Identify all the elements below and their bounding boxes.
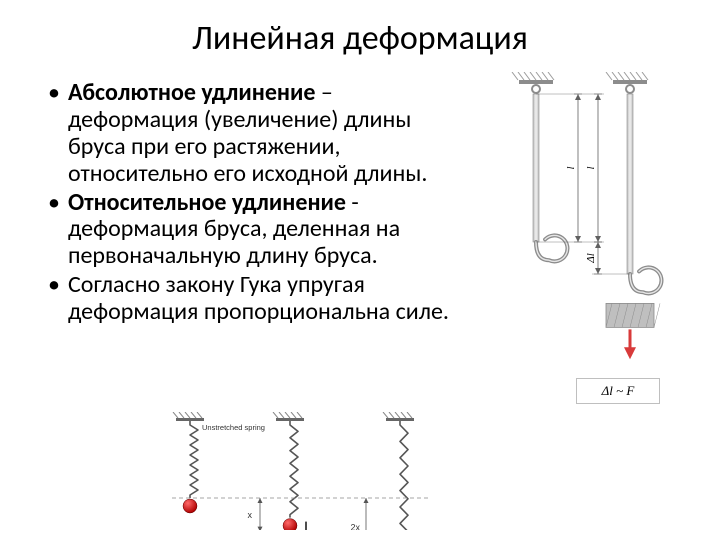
body-text: Абсолютное удлинение – деформация (увели…	[48, 80, 468, 328]
rods-svg: l l Δl	[490, 72, 690, 372]
slide-title: Линейная деформация	[0, 18, 720, 59]
formula-box: Δl ~ F	[576, 378, 660, 404]
svg-text:x: x	[248, 510, 253, 520]
svg-text:Unstretched spring: Unstretched spring	[202, 423, 265, 432]
svg-text:Δl: Δl	[585, 253, 597, 264]
svg-text:2x: 2x	[350, 522, 360, 530]
bullet-3-text: Согласно закону Гука упругая деформация …	[68, 270, 449, 326]
svg-text:l: l	[565, 166, 577, 169]
bullet-3: Согласно закону Гука упругая деформация …	[48, 272, 468, 326]
bullet-2-bold: Относительное удлинение	[68, 188, 346, 217]
bullet-1-bold: Абсолютное удлинение	[68, 78, 315, 107]
springs-svg: Unstretched springx2xF2F	[170, 412, 480, 530]
springs-diagram: Unstretched springx2xF2F	[170, 412, 480, 530]
bullet-2: Относительное удлинение - деформация бру…	[48, 190, 468, 271]
rods-diagram: l l Δl	[490, 72, 690, 372]
svg-text:l: l	[585, 166, 597, 169]
bullet-1: Абсолютное удлинение – деформация (увели…	[48, 80, 468, 188]
